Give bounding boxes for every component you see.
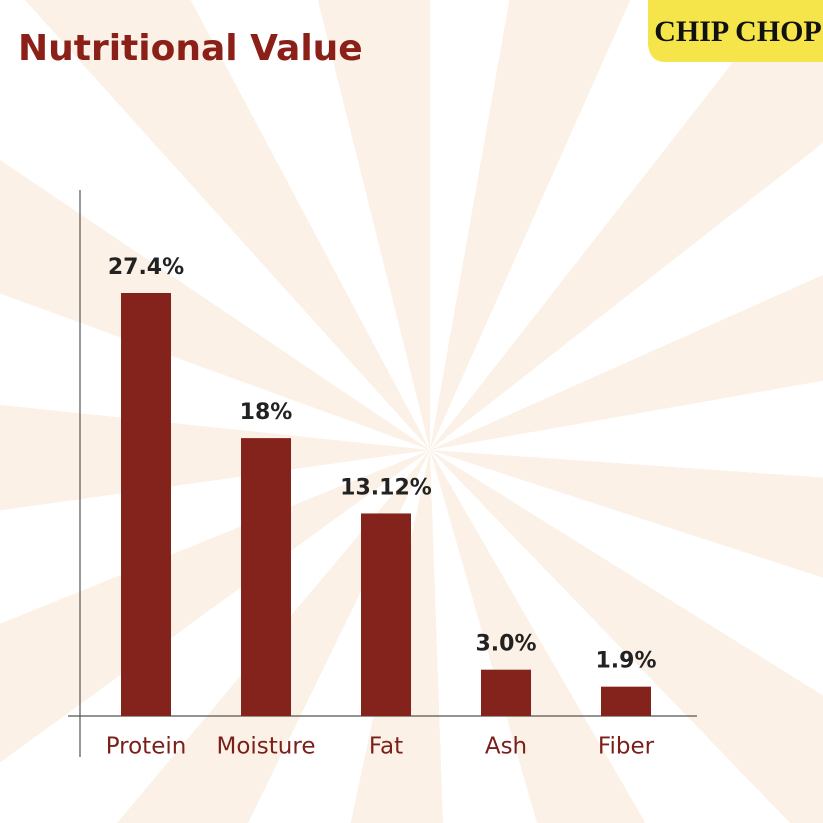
value-label: 3.0%: [475, 632, 536, 657]
x-tick-label: Fiber: [598, 734, 655, 760]
x-tick-label: Moisture: [217, 734, 316, 760]
bar: [481, 669, 531, 716]
x-tick-label: Fat: [369, 734, 403, 760]
value-label: 27.4%: [108, 255, 184, 280]
value-label: 1.9%: [595, 649, 656, 674]
x-tick-label: Ash: [485, 734, 527, 760]
bar: [121, 293, 171, 716]
bar: [601, 686, 651, 716]
bar: [241, 438, 291, 716]
logo-badge: [648, 0, 823, 62]
bar: [361, 513, 411, 716]
value-label: 13.12%: [340, 475, 432, 500]
brand-logo: CHIP CHOP: [654, 15, 822, 48]
x-tick-label: Protein: [106, 734, 187, 760]
value-label: 18%: [240, 400, 293, 425]
chart-title: Nutritional Value: [18, 28, 363, 69]
